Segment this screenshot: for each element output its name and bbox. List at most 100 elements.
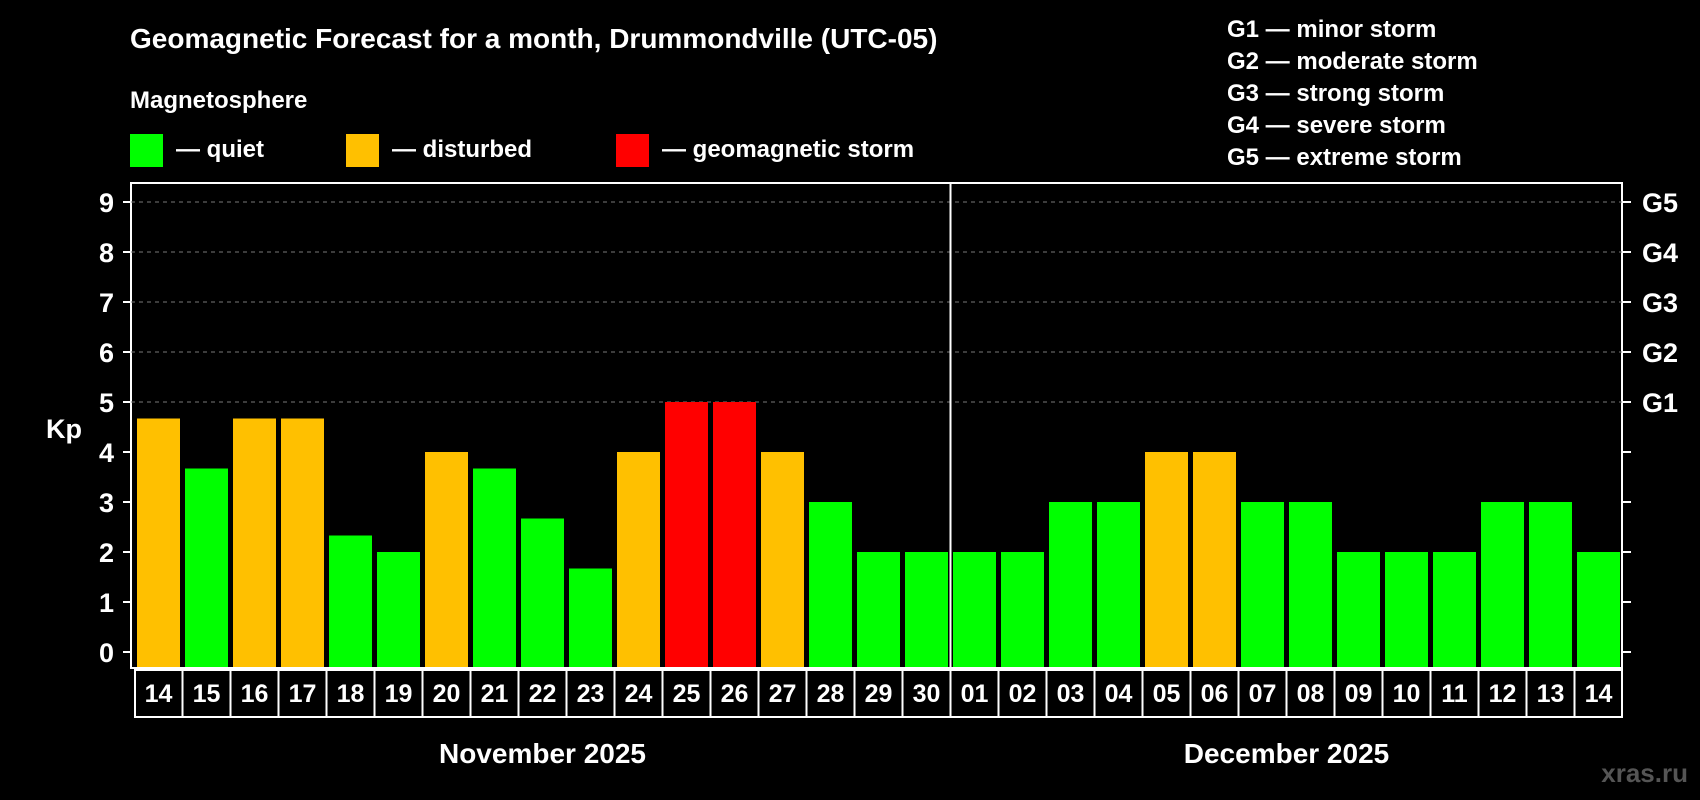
bar-disturbed — [233, 418, 276, 667]
bar-quiet — [569, 568, 612, 667]
storm-level-label: G4 — [1642, 238, 1678, 268]
x-tick-label: 23 — [577, 680, 605, 708]
bar-quiet — [1529, 502, 1572, 667]
bar-quiet — [905, 552, 948, 667]
x-tick-label: 05 — [1153, 680, 1181, 708]
x-tick-label: 21 — [481, 680, 509, 708]
x-tick-label: 25 — [673, 680, 701, 708]
y-tick-label: 6 — [99, 338, 114, 368]
x-axis: 14 15 16 17 18 19 20 21 22 23 24 25 26 27 28 29 30 01 02 03… — [134, 669, 1623, 718]
storm-level-label: G2 — [1642, 338, 1678, 368]
y-tick-label: 3 — [99, 488, 114, 518]
bar-quiet — [1577, 552, 1620, 667]
bar-quiet — [1337, 552, 1380, 667]
x-tick-label: 29 — [865, 680, 893, 708]
x-tick-label: 09 — [1345, 680, 1373, 708]
x-tick-label: 02 — [1009, 680, 1037, 708]
legend-label-disturbed: — disturbed — [392, 136, 532, 163]
x-tick-label: 16 — [241, 680, 269, 708]
bar-disturbed — [281, 418, 324, 667]
x-tick-label: 19 — [385, 680, 413, 708]
x-tick-label: 07 — [1249, 680, 1277, 708]
bar-quiet — [185, 468, 228, 667]
storm-level-label: G5 — [1642, 188, 1678, 218]
x-tick-label: 03 — [1057, 680, 1085, 708]
legend-swatch-storm — [616, 134, 649, 167]
bar-quiet — [1433, 552, 1476, 667]
bar-quiet — [857, 552, 900, 667]
right-axis: G1 G2 G3 G4 G5 — [1622, 188, 1678, 653]
month-labels: November 2025 December 2025 — [439, 183, 1389, 769]
watermark: xras.ru — [1601, 758, 1688, 788]
month-label: December 2025 — [1184, 738, 1389, 769]
bar-quiet — [1289, 502, 1332, 667]
x-tick-label: 24 — [625, 680, 653, 708]
legend-swatch-disturbed — [346, 134, 379, 167]
bar-disturbed — [617, 452, 660, 667]
bar-storm — [665, 402, 708, 667]
bar-quiet — [1049, 502, 1092, 667]
y-tick-label: 2 — [99, 538, 114, 568]
x-tick-label: 10 — [1393, 680, 1421, 708]
x-tick-label: 26 — [721, 680, 749, 708]
bar-disturbed — [1193, 452, 1236, 667]
plot-frame — [130, 182, 1623, 669]
storm-scale-g4: G4 — severe storm — [1227, 112, 1446, 139]
y-tick-label: 5 — [99, 388, 114, 418]
legend-label-storm: — geomagnetic storm — [662, 136, 914, 163]
x-tick-label: 28 — [817, 680, 845, 708]
bar-disturbed — [425, 452, 468, 667]
month-label: November 2025 — [439, 738, 646, 769]
bar-quiet — [1241, 502, 1284, 667]
x-tick-label: 22 — [529, 680, 557, 708]
bar-quiet — [1001, 552, 1044, 667]
y-tick-label: 7 — [99, 288, 114, 318]
x-tick-label: 06 — [1201, 680, 1229, 708]
x-tick-label: 18 — [337, 680, 365, 708]
legend-swatch-quiet — [130, 134, 163, 167]
bar-quiet — [1385, 552, 1428, 667]
x-tick-label: 01 — [961, 680, 989, 708]
legend-label-quiet: — quiet — [176, 136, 264, 163]
chart-title: Geomagnetic Forecast for a month, Drummo… — [130, 23, 937, 54]
bar-quiet — [377, 552, 420, 667]
bar-quiet — [1097, 502, 1140, 667]
bar-quiet — [473, 468, 516, 667]
storm-level-label: G3 — [1642, 288, 1678, 318]
y-tick-label: 8 — [99, 238, 114, 268]
x-tick-label: 30 — [913, 680, 941, 708]
y-tick-label: 1 — [99, 588, 114, 618]
x-tick-label: 14 — [145, 680, 173, 708]
x-tick-label: 15 — [193, 680, 221, 708]
storm-scale-g2: G2 — moderate storm — [1227, 48, 1478, 75]
gridlines — [131, 201, 1622, 403]
bar-quiet — [809, 502, 852, 667]
bar-quiet — [521, 518, 564, 667]
bars — [137, 402, 1620, 667]
x-axis-frame — [134, 669, 1623, 718]
x-tick-label: 12 — [1489, 680, 1517, 708]
x-tick-label: 13 — [1537, 680, 1565, 708]
y-axis: 0 1 2 3 4 5 6 7 8 9 — [99, 188, 131, 668]
storm-scale: G1 — minor storm G2 — moderate storm G3 … — [1227, 16, 1478, 171]
storm-scale-g1: G1 — minor storm — [1227, 16, 1436, 43]
y-tick-label: 4 — [99, 438, 114, 468]
x-tick-label: 08 — [1297, 680, 1325, 708]
bar-quiet — [953, 552, 996, 667]
x-tick-label: 27 — [769, 680, 797, 708]
bar-quiet — [329, 535, 372, 667]
y-tick-label: 9 — [99, 188, 114, 218]
x-tick-label: 17 — [289, 680, 317, 708]
storm-level-label: G1 — [1642, 388, 1678, 418]
bar-disturbed — [761, 452, 804, 667]
y-tick-label: 0 — [99, 638, 114, 668]
bar-disturbed — [137, 418, 180, 667]
bar-disturbed — [1145, 452, 1188, 667]
legend-heading: Magnetosphere — [130, 87, 307, 114]
bar-storm — [713, 402, 756, 667]
storm-scale-g3: G3 — strong storm — [1227, 80, 1444, 107]
x-tick-label: 04 — [1105, 680, 1133, 708]
x-tick-label: 20 — [433, 680, 461, 708]
y-axis-label: Kp — [46, 414, 82, 444]
